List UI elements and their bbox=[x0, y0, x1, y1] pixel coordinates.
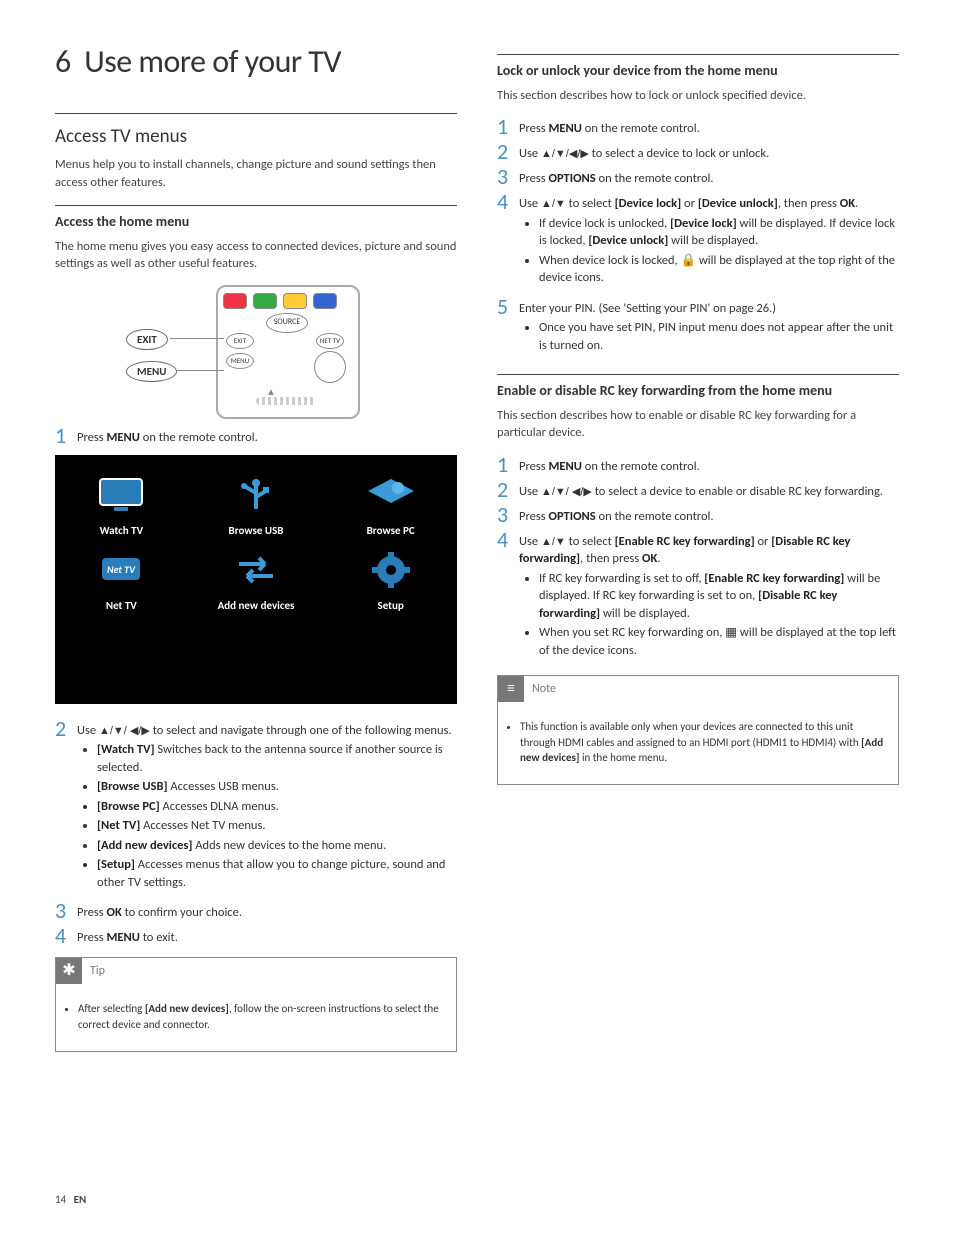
browse-pc-icon bbox=[361, 473, 421, 517]
chapter-number: 6 bbox=[55, 42, 71, 81]
chapter-title: Use more of your TV bbox=[84, 42, 341, 81]
subsection-intro: The home menu gives you easy access to c… bbox=[55, 238, 457, 273]
remote-diagram: SOURCE EXIT MENU NET TV ▲ EXIT MENU bbox=[55, 285, 457, 415]
note-label: Note bbox=[524, 681, 556, 698]
tv-label: Browse USB bbox=[229, 523, 284, 538]
remote-source-button: SOURCE bbox=[266, 313, 308, 333]
setup-icon bbox=[361, 548, 421, 592]
step-number: 1 bbox=[55, 425, 77, 447]
step-row: 1 Press MENU on the remote control. bbox=[55, 425, 457, 447]
callout-exit: EXIT bbox=[126, 329, 168, 350]
tv-label: Browse PC bbox=[367, 523, 415, 538]
tv-label: Watch TV bbox=[100, 523, 144, 538]
remote-nettv-button: NET TV bbox=[316, 333, 344, 349]
tip-icon: ✱ bbox=[56, 958, 82, 984]
subsection-access-home-menu: Access the home menu bbox=[55, 205, 457, 232]
remote-menu-button: MENU bbox=[226, 353, 254, 369]
tv-home-menu-screenshot: Watch TV Browse USB Browse PC Net TV Net … bbox=[55, 455, 457, 704]
tip-label: Tip bbox=[82, 963, 105, 980]
tv-label: Add new devices bbox=[218, 598, 295, 613]
lock-icon: 🔒 bbox=[680, 253, 696, 268]
page-number: 14 bbox=[55, 1193, 66, 1206]
browse-usb-icon bbox=[226, 473, 286, 517]
remote-exit-button: EXIT bbox=[226, 333, 254, 349]
step-number: 2 bbox=[55, 718, 77, 740]
step-row: 2 Use ▲/▼/ ◀/▶ to select and navigate th… bbox=[55, 718, 457, 898]
menu-items-list: [Watch TV] Switches back to the antenna … bbox=[97, 741, 457, 891]
tv-label: Net TV bbox=[106, 598, 137, 613]
note-box: ≡ Note This function is available only w… bbox=[497, 675, 899, 785]
step-number: 4 bbox=[55, 925, 77, 947]
section-access-tv-menus: Access TV menus bbox=[55, 113, 457, 151]
step-row: 4 Press MENU to exit. bbox=[55, 925, 457, 947]
grid-icon: ▦ bbox=[725, 625, 737, 640]
chapter-heading: 6 Use more of your TV bbox=[55, 40, 457, 85]
page-footer: 14 EN bbox=[55, 1192, 86, 1207]
tip-box: ✱ Tip After selecting [Add new devices],… bbox=[55, 957, 457, 1052]
callout-menu: MENU bbox=[126, 361, 177, 382]
step-row: 3 Press OK to confirm your choice. bbox=[55, 900, 457, 922]
subsection-intro: This section describes how to enable or … bbox=[497, 407, 899, 442]
note-icon: ≡ bbox=[498, 676, 524, 702]
subsection-rc-forwarding: Enable or disable RC key forwarding from… bbox=[497, 374, 899, 401]
net-tv-icon: Net TV bbox=[91, 548, 151, 592]
step-number: 3 bbox=[55, 900, 77, 922]
page-lang: EN bbox=[74, 1193, 87, 1206]
subsection-intro: This section describes how to lock or un… bbox=[497, 87, 899, 105]
subsection-lock-unlock: Lock or unlock your device from the home… bbox=[497, 54, 899, 81]
watch-tv-icon bbox=[91, 473, 151, 517]
svg-text:Net TV: Net TV bbox=[107, 563, 136, 576]
add-devices-icon bbox=[226, 548, 286, 592]
tv-label: Setup bbox=[378, 598, 404, 613]
section-intro: Menus help you to install channels, chan… bbox=[55, 156, 457, 191]
